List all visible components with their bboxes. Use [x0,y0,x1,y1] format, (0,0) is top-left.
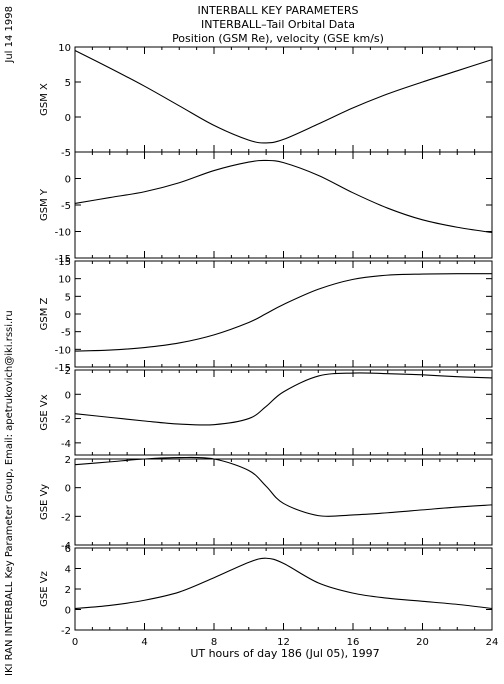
y-tick-label: -10 [55,228,71,239]
y-tick-label: 2 [65,585,71,596]
series-line [74,557,493,610]
date-stamp: Jul 14 1998 [4,6,15,64]
y-tick-label: -4 [61,541,71,552]
credit-line: IKI RAN INTERBALL Key Parameter Group, E… [4,310,15,676]
y-axis-label: GSM Y [39,188,50,221]
y-tick-label: 0 [65,175,71,186]
panel-frame [74,369,493,456]
y-axis-label: GSE Vy [39,484,50,520]
panel-frame [74,151,493,259]
y-tick-label: 2 [65,366,71,377]
chart-title-line-1: INTERBALL KEY PARAMETERS [198,4,359,17]
chart-title-line-3: Position (GSM Re), velocity (GSE km/s) [172,32,384,45]
panel-frame [74,547,493,631]
y-tick-label: -5 [61,201,71,212]
panel-gse-vy: -4 -2 0 2 GSE Vy [39,455,493,552]
x-axis-label: UT hours of day 186 (Jul 05), 1997 [190,647,379,660]
y-tick-label: -2 [61,626,71,637]
y-axis-label: GSM Z [39,297,50,330]
y-tick-label: 10 [58,43,71,54]
y-tick-label: 0 [65,390,71,401]
y-tick-label: -15 [55,363,71,374]
x-tick-label: 20 [416,637,429,648]
y-tick-label: 10 [58,275,71,286]
y-tick-label: -15 [55,254,71,265]
panel-gsm-x: -5 0 5 10 GSM X [39,43,493,159]
y-axis-label: GSE Vx [39,394,50,430]
x-tick-label: 0 [72,637,78,648]
x-tick-label: 24 [486,637,499,648]
y-axis-label: GSE Vz [39,571,50,607]
y-tick-label: 2 [65,455,71,466]
panel-gsm-z: -15 -10 -5 0 5 10 15 GSM Z [39,257,493,374]
x-tick-label: 8 [211,637,217,648]
panel-frame [74,46,493,153]
y-axis-label: GSM X [39,83,50,116]
y-tick-label: -5 [61,328,71,339]
series-line [74,456,493,517]
panel-frame [74,458,493,546]
y-tick-label: 0 [65,484,71,495]
panel-gse-vx: -4 -2 0 2 GSE Vx [39,366,493,456]
series-line [74,273,493,352]
y-tick-label: 0 [65,606,71,617]
y-tick-label: 6 [65,544,71,555]
y-tick-label: -2 [61,415,71,426]
panels-group: -5 0 5 10 GSM X -15 -10 -5 0 GSM Y -15 -10 -5 0 5 10 15 G… [39,43,498,648]
y-tick-label: 0 [65,310,71,321]
y-tick-label: 5 [65,292,71,303]
x-tick-label: 12 [277,637,290,648]
y-tick-label: 5 [65,78,71,89]
y-tick-label: 4 [65,565,71,576]
series-line [74,372,493,426]
y-tick-label: 0 [65,113,71,124]
y-tick-label: -5 [61,148,71,159]
y-tick-label: -4 [61,439,71,450]
y-tick-label: -10 [55,345,71,356]
panel-gse-vz: -2 0 2 4 6 GSE Vz [39,544,493,637]
x-tick-label: 16 [347,637,360,648]
y-tick-label: 15 [58,257,71,268]
series-line [74,50,493,144]
chart-title-line-2: INTERBALL–Tail Orbital Data [201,18,355,31]
series-line [74,159,493,234]
x-tick-label: 4 [141,637,147,648]
y-tick-label: -2 [61,512,71,523]
panel-gsm-y: -15 -10 -5 0 GSM Y [39,151,493,265]
panel-frame [74,260,493,368]
